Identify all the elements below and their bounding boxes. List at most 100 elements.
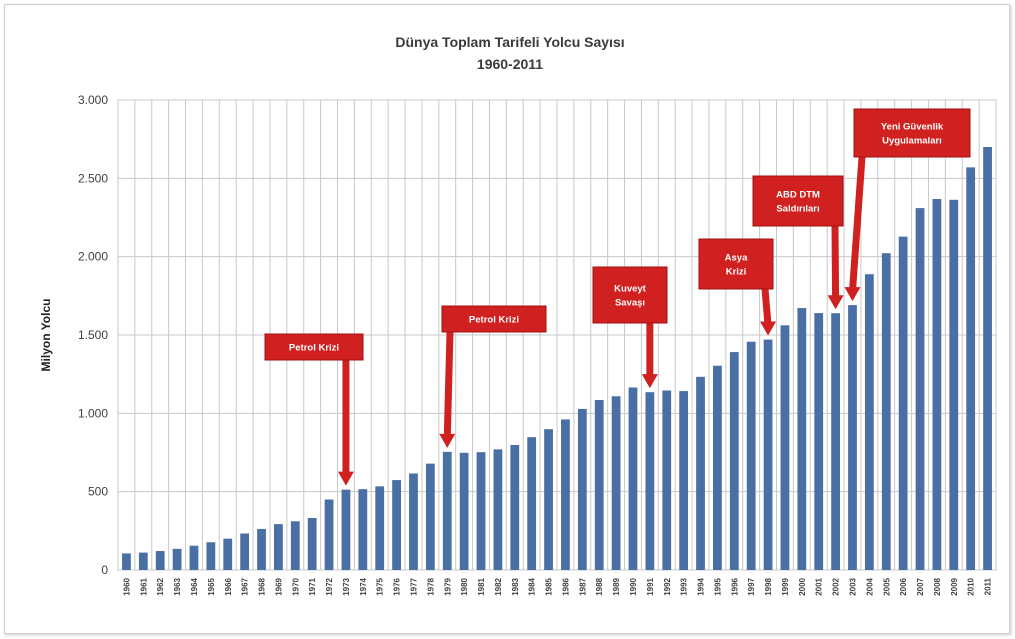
x-tick-label: 1983 [511, 577, 520, 595]
x-tick-label: 2008 [933, 577, 942, 595]
bar [713, 365, 722, 570]
annotation-box [752, 175, 844, 227]
annotation-arrow-shaft [831, 225, 840, 300]
bar [527, 437, 537, 570]
annotation-arrow-head [337, 471, 354, 486]
annotation-arrow-shaft [443, 331, 454, 438]
x-tick-label: 1996 [730, 577, 739, 595]
x-tick-label: 1973 [342, 577, 351, 595]
bar [932, 199, 942, 570]
bar [814, 313, 824, 570]
y-tick-label: 1.500 [78, 328, 108, 342]
x-tick-label: 2003 [848, 577, 857, 595]
x-tick-label: 1984 [528, 577, 537, 595]
x-tick-label: 1975 [376, 577, 385, 595]
x-tick-label: 2000 [798, 577, 807, 595]
annotation-box [698, 238, 774, 290]
annotation-label: Asya [725, 253, 748, 264]
x-tick-label: 2010 [967, 577, 976, 595]
chart-subtitle: 1960-2011 [476, 56, 544, 72]
x-tick-label: 1980 [460, 577, 469, 595]
x-tick-label: 1974 [359, 577, 368, 595]
bar [240, 533, 250, 570]
bar [274, 524, 283, 570]
bar [544, 429, 553, 570]
x-tick-label: 1982 [494, 577, 503, 595]
x-tick-label: 1965 [207, 577, 216, 595]
x-tick-label: 1992 [663, 577, 672, 595]
x-tick-label: 1988 [595, 577, 604, 595]
bar [510, 444, 520, 570]
bar [729, 352, 739, 570]
x-tick-label: 1999 [781, 577, 790, 595]
bar [459, 452, 469, 570]
bar [881, 253, 891, 570]
x-tick-label: 1961 [139, 577, 148, 595]
annotation-box [264, 333, 364, 361]
annotation-label: Savaşı [615, 298, 645, 309]
x-tick-label: 2005 [882, 577, 891, 595]
annotation-arrow-head [641, 374, 658, 389]
annotation-label: Yeni Güvenlik [881, 122, 944, 133]
annotation-arrow-shaft [761, 288, 772, 326]
x-tick-label: 1997 [747, 577, 756, 595]
bar [425, 463, 435, 570]
x-tick-label: 1970 [291, 577, 300, 595]
bar [831, 313, 840, 570]
annotation-arrow-head [760, 321, 777, 336]
x-tick-label: 1989 [612, 577, 621, 595]
annotation-label: ABD DTM [776, 190, 820, 201]
bar [290, 521, 300, 570]
bar [966, 167, 976, 570]
annotation-box [592, 266, 668, 324]
annotation-arrow-head [439, 433, 456, 448]
x-tick-label: 1981 [477, 577, 486, 595]
bar [645, 392, 655, 570]
x-tick-label: 2009 [950, 577, 959, 595]
y-tick-label: 3.000 [78, 93, 108, 107]
x-tick-label: 1991 [646, 577, 655, 595]
bar [662, 390, 672, 570]
bar [189, 545, 199, 570]
x-tick-label: 2007 [916, 577, 925, 595]
bar [392, 480, 401, 570]
annotation-arrow-head [827, 295, 844, 310]
annotation-label: Uygulamaları [882, 136, 942, 147]
x-tick-label: 1990 [629, 577, 638, 595]
x-tick-label: 1985 [545, 577, 554, 595]
x-tick-label: 1964 [190, 577, 199, 595]
bar [172, 548, 182, 570]
x-tick-label: 1987 [578, 577, 587, 595]
x-tick-label: 1976 [393, 577, 402, 595]
bar [594, 400, 604, 570]
bar [679, 391, 689, 570]
x-tick-label: 2004 [865, 577, 874, 595]
bar [864, 274, 874, 570]
annotation-label: Krizi [726, 267, 747, 278]
bar [949, 199, 959, 570]
bar [358, 489, 368, 570]
annotation-box [441, 305, 547, 333]
x-tick-label: 1993 [680, 577, 689, 595]
x-tick-label: 1971 [308, 577, 317, 595]
x-tick-label: 1994 [697, 577, 706, 595]
bar [223, 538, 233, 570]
annotation-label: Saldırıları [776, 204, 819, 215]
x-tick-label: 1968 [258, 577, 267, 595]
x-tick-label: 1986 [561, 577, 570, 595]
bar [983, 147, 992, 570]
x-tick-label: 1978 [426, 577, 435, 595]
x-tick-label: 1960 [122, 577, 131, 595]
bar [561, 419, 570, 570]
bar [122, 553, 131, 570]
x-tick-label: 1998 [764, 577, 773, 595]
y-tick-label: 1.000 [78, 406, 108, 420]
x-tick-label: 1963 [173, 577, 182, 595]
chart-title: Dünya Toplam Tarifeli Yolcu Sayısı [395, 34, 625, 50]
bar [206, 542, 216, 570]
annotation-arrow-shaft [848, 156, 866, 292]
bar [493, 449, 503, 570]
bar [375, 486, 385, 570]
bar [577, 408, 587, 570]
annotation-arrow-head [844, 287, 861, 302]
